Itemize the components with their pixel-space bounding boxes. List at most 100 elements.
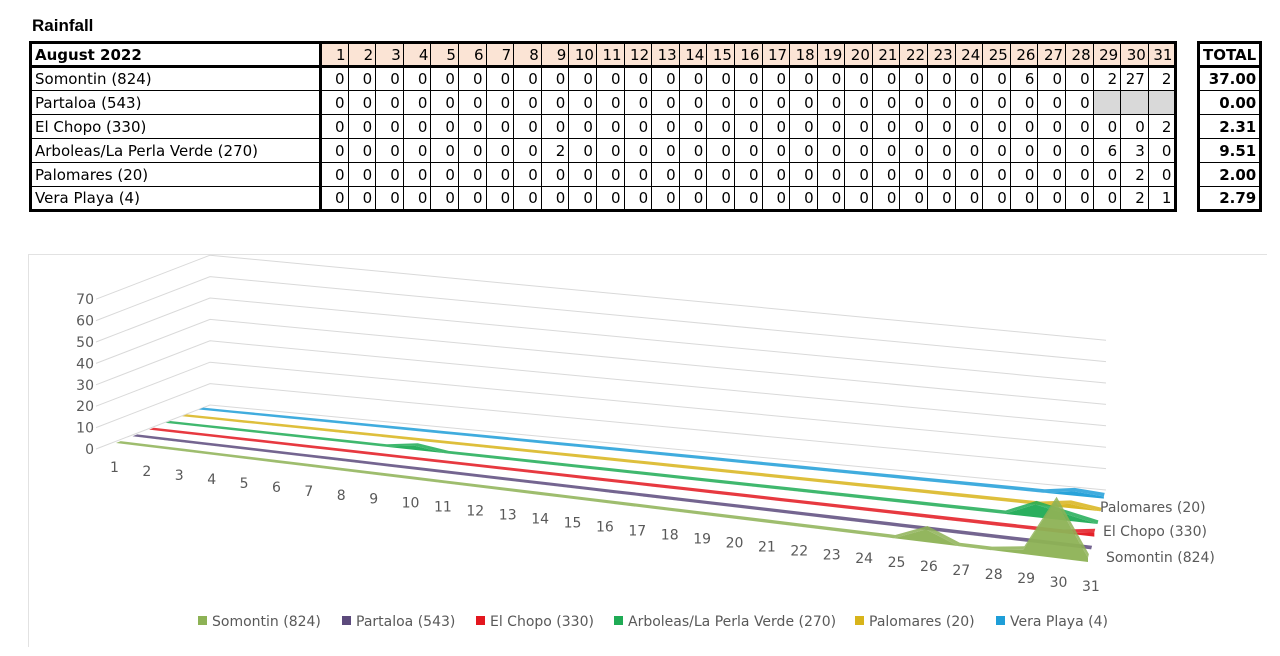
rain-cell: 0: [899, 138, 929, 163]
rain-cell: 0: [871, 186, 901, 211]
rain-cell: 0: [761, 138, 791, 163]
rain-cell: 1: [1147, 186, 1177, 211]
rain-cell: 0: [899, 90, 929, 115]
rain-cell: 0: [402, 186, 432, 211]
rain-cell: 0: [375, 66, 404, 91]
rain-cell: 0: [678, 162, 708, 187]
rain-cell: 0: [789, 186, 818, 211]
x-tick-label: 22: [790, 543, 808, 559]
day-header-23: 23: [927, 42, 956, 68]
day-header-3: 3: [375, 42, 404, 68]
table-row: Palomares (20) 0 0 0 0 0 0 0 0 0 0 0 0 0 0 0 0 0 0 0 0 0 0 0 0 0 0…: [30, 162, 1177, 187]
rain-cell: 0: [568, 66, 597, 91]
series-area: [116, 443, 1088, 562]
day-header-12: 12: [623, 42, 653, 68]
rain-cell: 0: [513, 114, 542, 139]
rain-cell: 0: [540, 186, 570, 211]
day-header-15: 15: [706, 42, 735, 68]
x-tick-label: 24: [855, 551, 873, 567]
rain-cell: 0: [1092, 186, 1122, 211]
day-header-24: 24: [954, 42, 984, 68]
x-tick-label: 25: [888, 555, 906, 571]
series-area: [198, 409, 1104, 499]
x-tick-label: 30: [1050, 575, 1068, 591]
rain-cell: 0: [678, 90, 708, 115]
rain-cell: 0: [816, 162, 846, 187]
station-name: El Chopo (330): [30, 114, 322, 139]
rain-cell: 0: [899, 186, 929, 211]
series-ribbon: [116, 441, 1089, 558]
day-header-28: 28: [1065, 42, 1094, 68]
station-name: Partaloa (543): [30, 90, 322, 115]
rain-cell: 0: [927, 114, 956, 139]
rain-cell: 0: [568, 138, 597, 163]
rain-cell: 0: [375, 186, 404, 211]
y-tick-label: 40: [76, 356, 94, 372]
table-row: Arboleas/La Perla Verde (270) 0 0 0 0 0 0 0 0 2 0 0…: [30, 138, 1177, 163]
row-total: 2.00: [1197, 162, 1262, 187]
rain-cell: 0: [595, 90, 625, 115]
rain-cell: 0: [513, 186, 542, 211]
day-header-27: 27: [1037, 42, 1067, 68]
x-tick-label: 10: [402, 496, 420, 512]
rain-cell: 0: [871, 90, 901, 115]
rain-cell: 0: [733, 138, 763, 163]
x-tick-label: 14: [531, 512, 549, 528]
series-ribbon: [198, 407, 1105, 497]
station-name: Arboleas/La Perla Verde (270): [30, 138, 322, 163]
rain-cell: 0: [927, 66, 956, 91]
rain-cell: 0: [1065, 66, 1094, 91]
legend-swatch: [996, 616, 1005, 625]
rain-cell: 0: [320, 186, 349, 211]
day-header-22: 22: [899, 42, 929, 68]
day-header-17: 17: [761, 42, 791, 68]
rain-cell: 0: [651, 162, 680, 187]
x-tick-label: 20: [726, 535, 744, 551]
rain-cell: 0: [954, 114, 984, 139]
x-tick-label: 13: [499, 508, 517, 524]
rain-cell: 0: [816, 114, 846, 139]
rain-cell: 0: [1065, 114, 1094, 139]
station-name: Palomares (20): [30, 162, 322, 187]
y-tick-label: 30: [76, 378, 94, 394]
legend-swatch: [855, 616, 864, 625]
depth-axis-label: El Chopo (330): [1103, 524, 1207, 540]
rain-cell: 0: [1009, 186, 1039, 211]
gridline: [95, 383, 1107, 470]
x-tick-label: 26: [920, 559, 938, 575]
rain-cell: 0: [375, 138, 404, 163]
day-header-19: 19: [816, 42, 846, 68]
depth-axis-label: Palomares (20): [1100, 500, 1206, 516]
row-total: 0.00: [1197, 90, 1262, 115]
y-tick-label: 10: [76, 421, 94, 437]
series-area: [132, 436, 1092, 550]
x-tick-label: 12: [466, 504, 484, 520]
x-tick-label: 2: [142, 464, 151, 480]
rain-cell: 0: [1065, 90, 1094, 115]
series-ribbon: [165, 421, 1099, 524]
rain-cell: 0: [982, 66, 1011, 91]
x-tick-label: 7: [304, 484, 313, 500]
rain-cell: 0: [844, 138, 873, 163]
legend-entry: Arboleas/La Perla Verde (270): [628, 614, 836, 630]
series-area: [165, 422, 1098, 524]
totals-table: TOTAL 37.00 0.00 2.31 9.51 2.00 2.79: [1197, 41, 1263, 212]
rain-cell: 0: [954, 162, 984, 187]
day-header-31: 31: [1147, 42, 1177, 68]
rain-cell: 0: [954, 90, 984, 115]
rain-cell: 0: [954, 186, 984, 211]
rainfall-table: August 2022 1 2 3 4 5 6 7 8 9 10 11 12 13 14 15 16 17 18 1…: [29, 41, 1178, 212]
x-tick-label: 5: [240, 476, 249, 492]
rain-cell: 0: [1147, 162, 1177, 187]
gridline: [95, 297, 1107, 384]
rain-cell: 0: [430, 90, 459, 115]
rain-cell: 0: [595, 186, 625, 211]
legend-entry: Somontin (824): [212, 614, 321, 630]
table-header-row: August 2022 1 2 3 4 5 6 7 8 9 10 11 12 13 14 15 16 17 18 1…: [30, 42, 1177, 68]
day-header-30: 30: [1120, 42, 1149, 68]
rain-cell: 0: [1092, 114, 1122, 139]
rain-cell: 0: [430, 114, 459, 139]
rain-cell: 0: [789, 90, 818, 115]
rain-cell: 27: [1120, 66, 1149, 91]
